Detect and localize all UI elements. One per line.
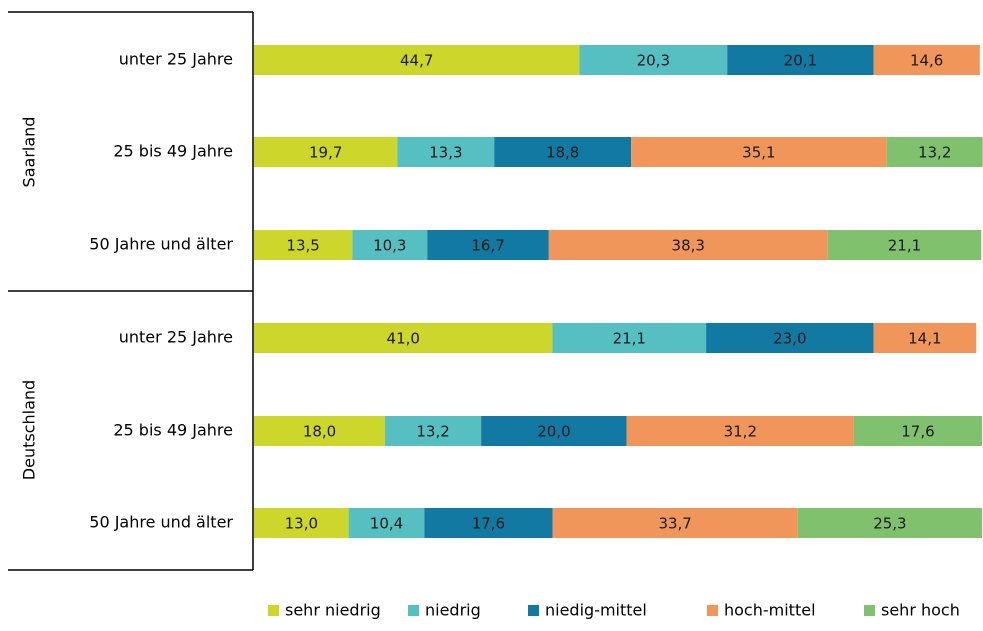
bar-segment: [254, 137, 398, 167]
legend: sehr niedrig niedrig niedig-mittel hoch-mit…: [268, 601, 960, 620]
data-label: 16,7: [471, 237, 504, 255]
bar-segment: [254, 230, 353, 260]
bar-segment: [548, 230, 828, 260]
data-label: 20,1: [784, 52, 817, 70]
data-label: 21,1: [888, 237, 921, 255]
group-label-deutschland: Deutschland: [20, 380, 39, 480]
category-label: 50 Jahre und älter: [89, 513, 233, 532]
data-label: 14,1: [908, 330, 941, 348]
data-label: 31,2: [724, 423, 757, 441]
bar-segment: [397, 137, 495, 167]
data-label: 35,1: [742, 144, 775, 162]
bar-segment: [797, 508, 982, 538]
bar-segment: [427, 230, 549, 260]
legend-label: hoch-mittel: [724, 601, 816, 620]
data-label: 41,0: [387, 330, 420, 348]
data-label: 38,3: [672, 237, 705, 255]
bar-segment: [727, 45, 874, 75]
data-label: 20,3: [637, 52, 670, 70]
data-label: 21,1: [613, 330, 646, 348]
bar-segment: [827, 230, 982, 260]
bar-segment: [494, 137, 632, 167]
data-label: 18,0: [303, 423, 336, 441]
data-label: 18,8: [546, 144, 579, 162]
data-label: 10,3: [373, 237, 406, 255]
legend-swatch: [707, 605, 718, 616]
data-label: 17,6: [901, 423, 934, 441]
group-label-saarland: Saarland: [20, 117, 39, 188]
bar-segment: [552, 508, 798, 538]
data-label: 10,4: [370, 515, 403, 533]
data-label: 20,0: [537, 423, 570, 441]
legend-label: niedrig: [425, 601, 481, 620]
bar-segment: [873, 323, 977, 353]
bar-segment: [626, 416, 854, 446]
legend-swatch: [528, 605, 539, 616]
category-label: unter 25 Jahre: [119, 328, 233, 347]
data-label: 17,6: [472, 515, 505, 533]
data-label: 19,7: [309, 144, 342, 162]
legend-swatch: [268, 605, 279, 616]
bar-segment: [873, 45, 980, 75]
data-label: 25,3: [873, 515, 906, 533]
data-label: 13,2: [918, 144, 951, 162]
legend-label: sehr hoch: [881, 601, 960, 620]
category-label: 50 Jahre und älter: [89, 235, 233, 254]
data-label: 44,7: [400, 52, 433, 70]
data-label: 14,6: [910, 52, 943, 70]
data-label: 33,7: [658, 515, 691, 533]
bar-segment: [254, 508, 349, 538]
bar-segment: [853, 416, 982, 446]
bar-segment: [424, 508, 553, 538]
legend-label: sehr niedrig: [285, 601, 381, 620]
data-label: 13,5: [286, 237, 319, 255]
legend-swatch: [864, 605, 875, 616]
legend-swatch: [408, 605, 419, 616]
bar-segment: [348, 508, 425, 538]
data-label: 13,2: [416, 423, 449, 441]
bar-segment: [706, 323, 874, 353]
bar-segment: [254, 45, 580, 75]
category-label: unter 25 Jahre: [119, 50, 233, 69]
bar-segment: [385, 416, 482, 446]
bar-segment: [254, 416, 386, 446]
bars-layer: 44,7 20,3 20,1 14,6 19,7 13,3 18,8 35,1 13,2 13,5…: [254, 45, 983, 538]
bar-segment: [481, 416, 627, 446]
bar-segment: [254, 323, 553, 353]
category-label: 25 bis 49 Jahre: [113, 142, 233, 161]
data-label: 13,3: [429, 144, 462, 162]
legend-label: niedig-mittel: [545, 601, 647, 620]
category-label: 25 bis 49 Jahre: [113, 421, 233, 440]
data-label: 13,0: [285, 515, 318, 533]
category-labels-layer: unter 25 Jahre 25 bis 49 Jahre 50 Jahre un…: [89, 50, 233, 532]
bar-segment: [552, 323, 707, 353]
bar-segment: [352, 230, 428, 260]
bar-segment: [579, 45, 728, 75]
data-label: 23,0: [773, 330, 806, 348]
bar-segment: [631, 137, 887, 167]
bar-segment: [886, 137, 983, 167]
